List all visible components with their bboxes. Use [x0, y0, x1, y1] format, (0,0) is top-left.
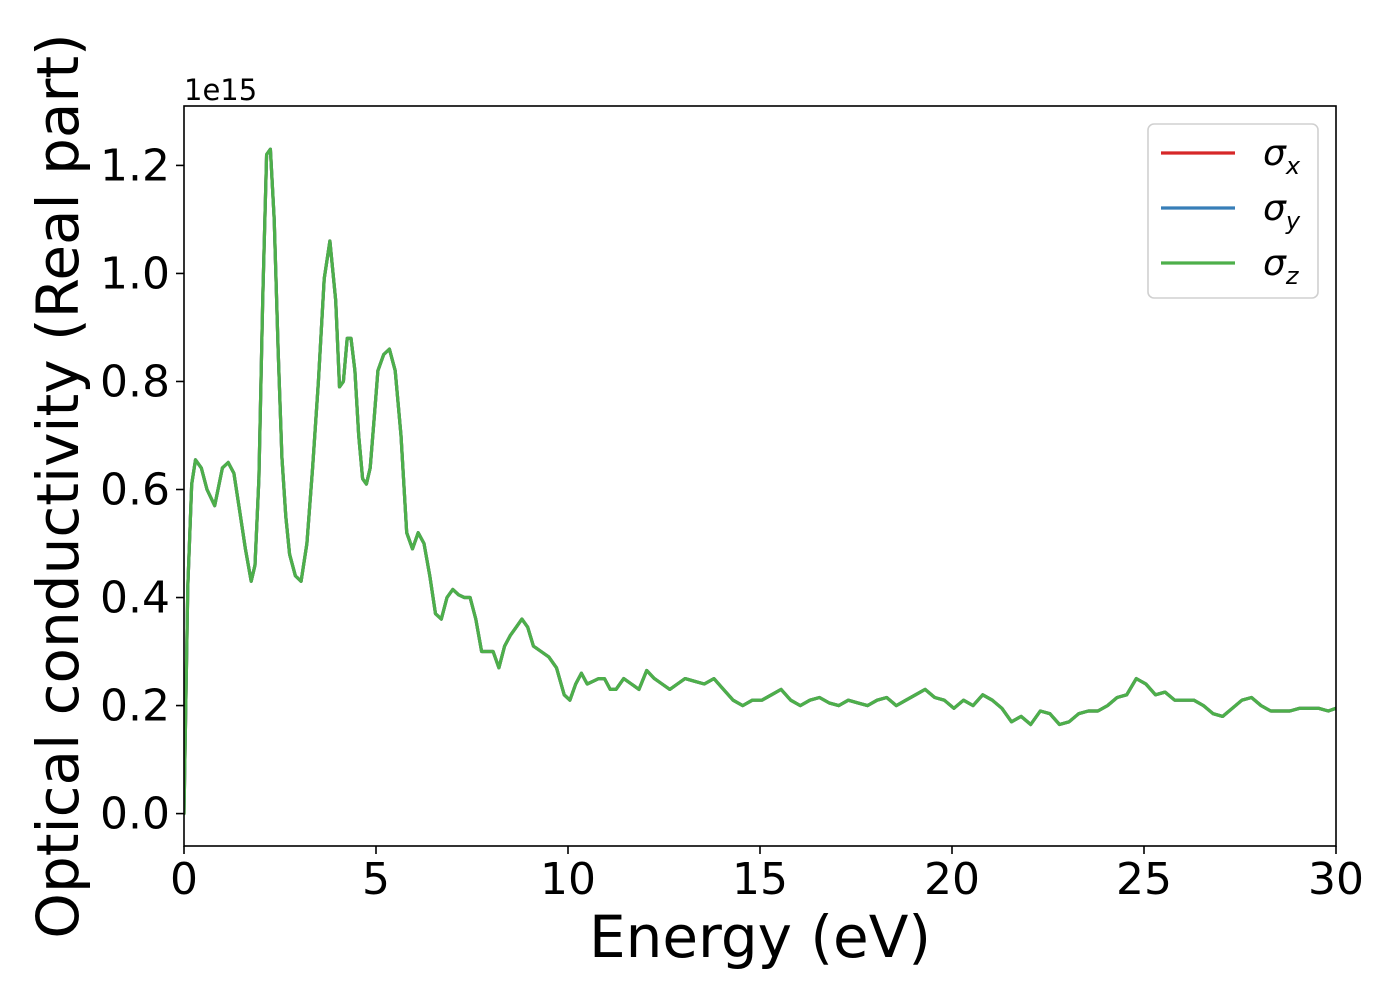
x-tick-label: 20 [924, 854, 980, 905]
series-layer [184, 147, 1336, 816]
y-tick-label: 0.8 [100, 356, 170, 407]
y-tick-label: 0.4 [100, 573, 170, 624]
legend-label-x: σx [1263, 133, 1301, 180]
x-tick-label: 10 [540, 854, 596, 905]
x-tick-label: 15 [732, 854, 788, 905]
y-offset-text: 1e15 [184, 73, 257, 107]
x-tick-label: 5 [362, 854, 390, 905]
x-tick-label: 0 [170, 854, 198, 905]
y-tick-label: 0.6 [100, 465, 170, 516]
series-line-σz [184, 147, 1336, 816]
legend-label-y: σy [1263, 188, 1301, 235]
x-axis-label: Energy (eV) [589, 903, 931, 971]
x-tick-label: 30 [1308, 854, 1364, 905]
x-tick-label: 25 [1116, 854, 1172, 905]
legend-box [1147, 123, 1319, 299]
y-tick-label: 1.2 [100, 140, 170, 191]
y-tick-label: 0.2 [100, 681, 170, 732]
legend-label-z: σz [1263, 243, 1300, 290]
y-tick-label: 0.0 [100, 789, 170, 840]
y-axis-label: Optical conductivity (Real part) [24, 33, 92, 938]
ticks-layer: 0 5 10 15 20 25 30 0.0 0.2 0.4 0.6 0.8 1.0 1.2 [100, 140, 1364, 905]
legend: σx σy σz [1147, 123, 1319, 299]
y-tick-label: 1.0 [100, 248, 170, 299]
